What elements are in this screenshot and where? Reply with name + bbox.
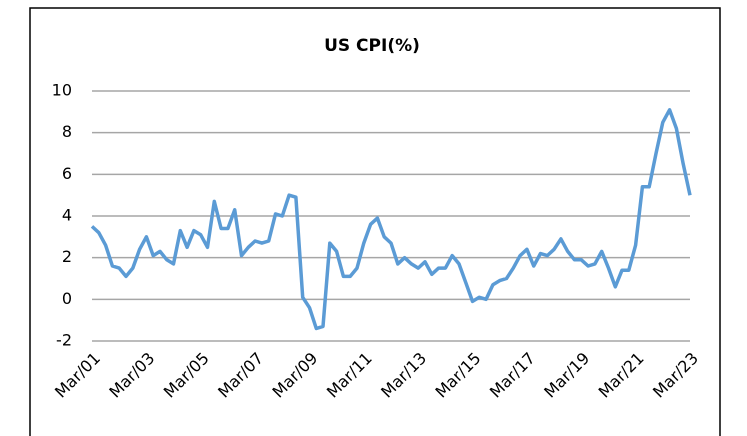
chart-title: US CPI(%) <box>324 36 420 56</box>
y-tick-label: 4 <box>62 206 72 225</box>
y-tick-label: 8 <box>62 122 72 141</box>
line <box>90 108 692 331</box>
y-tick-label: 0 <box>62 289 72 308</box>
y-tick-label: 6 <box>62 164 72 183</box>
y-tick-label: 2 <box>62 247 72 266</box>
y-tick-label: 10 <box>52 81 72 100</box>
y-tick-label: -2 <box>56 331 72 350</box>
